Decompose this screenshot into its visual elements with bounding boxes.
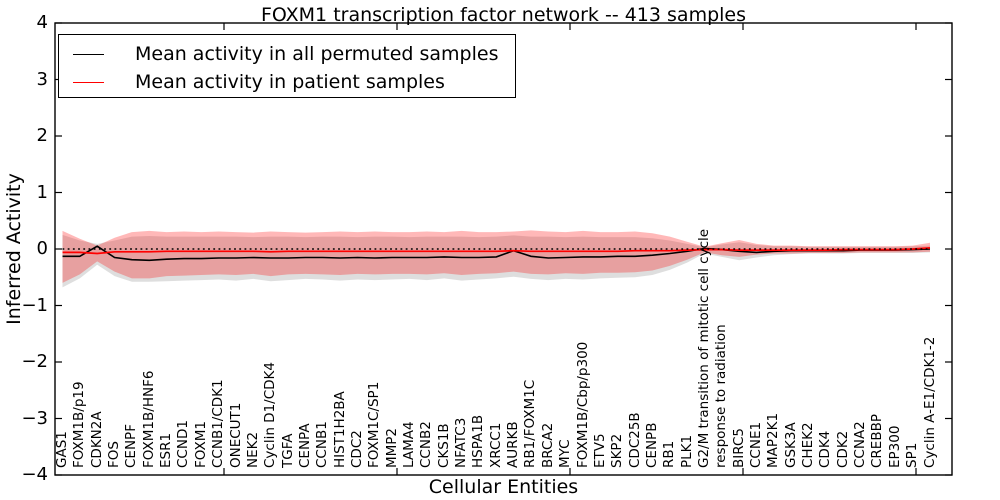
x-tick-label: BIRC5 [730, 428, 747, 468]
x-tick-label: CDK2 [834, 430, 851, 468]
x-tick-label: FOXM1B/Cbp/p300 [574, 341, 591, 468]
x-tick-label: AURKB [505, 421, 522, 468]
x-tick-label: CENPF [123, 424, 140, 468]
x-tick-label: CDC25B [626, 412, 643, 468]
x-tick-label: Cyclin D1/CDK4 [262, 362, 279, 468]
x-tick-label: HIST1H2BA [331, 391, 348, 468]
x-tick-label: CENPB [643, 422, 660, 468]
x-tick-label: CCNB1/CDK1 [210, 379, 227, 468]
legend-label: Mean activity in all permuted samples [135, 43, 499, 65]
x-tick-label: response to radiation [713, 324, 730, 468]
patient-mean-line [62, 247, 931, 255]
x-tick-label: MMP2 [383, 427, 400, 468]
x-tick-label: CDC2 [348, 430, 365, 468]
legend: Mean activity in all permuted samples Me… [58, 34, 516, 98]
x-tick-label: CCNB2 [418, 421, 435, 468]
x-tick-label: CREBBP [869, 414, 886, 468]
x-axis-label: Cellular Entities [428, 476, 579, 498]
x-tick-label: SP1 [904, 442, 921, 468]
x-tick-label: ESR1 [158, 432, 175, 468]
x-tick-label: LAMA4 [401, 421, 417, 468]
x-tick-label: FOXM1B/p19 [71, 381, 88, 468]
x-tick-label: PLK1 [678, 434, 695, 468]
legend-label: Mean activity in patient samples [135, 71, 445, 93]
y-tick-label: −1 [21, 294, 48, 316]
x-tick-label: CCNB1 [314, 421, 331, 468]
x-tick-label: CCNA2 [852, 421, 869, 468]
x-tick-label: CKS1B [435, 423, 452, 468]
permuted-std-band [62, 234, 930, 288]
x-tick-label: CHEK2 [800, 422, 817, 468]
x-tick-label: NFATC3 [453, 417, 470, 468]
x-tick-label: CCND1 [175, 420, 192, 468]
x-tick-label: GAS1 [54, 431, 70, 468]
y-tick-label: −4 [21, 464, 48, 485]
x-tick-label: FOS [106, 441, 123, 468]
y-tick-label: 0 [36, 238, 48, 259]
chart-title: FOXM1 transcription factor network -- 41… [260, 4, 747, 26]
legend-item-permuted: Mean activity in all permuted samples [59, 40, 515, 68]
y-tick-label: 4 [36, 12, 48, 33]
y-tick-label: 3 [36, 68, 48, 90]
x-tick-label: BRCA2 [539, 422, 556, 468]
x-tick-label: ETV5 [591, 433, 608, 468]
patient-line-swatch [73, 81, 104, 83]
x-tick-label: Cyclin A-E1/CDK1-2 [921, 336, 938, 468]
x-tick-label: SKP2 [609, 433, 626, 468]
x-tick-label: G2/M transition of mitotic cell cycle [695, 228, 712, 468]
x-tick-label: GSK3A [782, 422, 799, 468]
x-tick-label: MYC [557, 439, 574, 468]
y-tick-label: −2 [21, 351, 48, 372]
x-tick-label: MAP2K1 [765, 412, 782, 468]
x-tick-label: NEK2 [244, 431, 261, 468]
x-tick-label: HSPA1B [470, 414, 487, 468]
x-tick-label: RB1 [661, 440, 678, 468]
x-tick-label: FOXM1B/HNF6 [140, 370, 157, 468]
y-tick-label: 1 [36, 181, 48, 203]
x-tick-label: CENPA [296, 423, 313, 468]
x-tick-label: CDKN2A [88, 411, 105, 468]
x-tick-label: FOXM1C/SP1 [366, 381, 383, 468]
x-tick-label: XRCC1 [487, 422, 504, 468]
x-tick-label: RB1/FOXM1C [522, 379, 539, 468]
y-tick-label: −3 [21, 407, 48, 429]
legend-item-patient: Mean activity in patient samples [59, 68, 515, 96]
x-tick-label: CCNE1 [748, 421, 764, 468]
x-tick-label: EP300 [886, 425, 903, 468]
x-tick-label: CDK4 [817, 430, 834, 468]
permuted-line-swatch [73, 53, 104, 55]
y-tick-label: 2 [36, 125, 48, 146]
x-tick-label: ONECUT1 [227, 402, 244, 468]
x-tick-label: TGFA [279, 433, 296, 468]
x-tick-label: FOXM1 [192, 420, 209, 468]
